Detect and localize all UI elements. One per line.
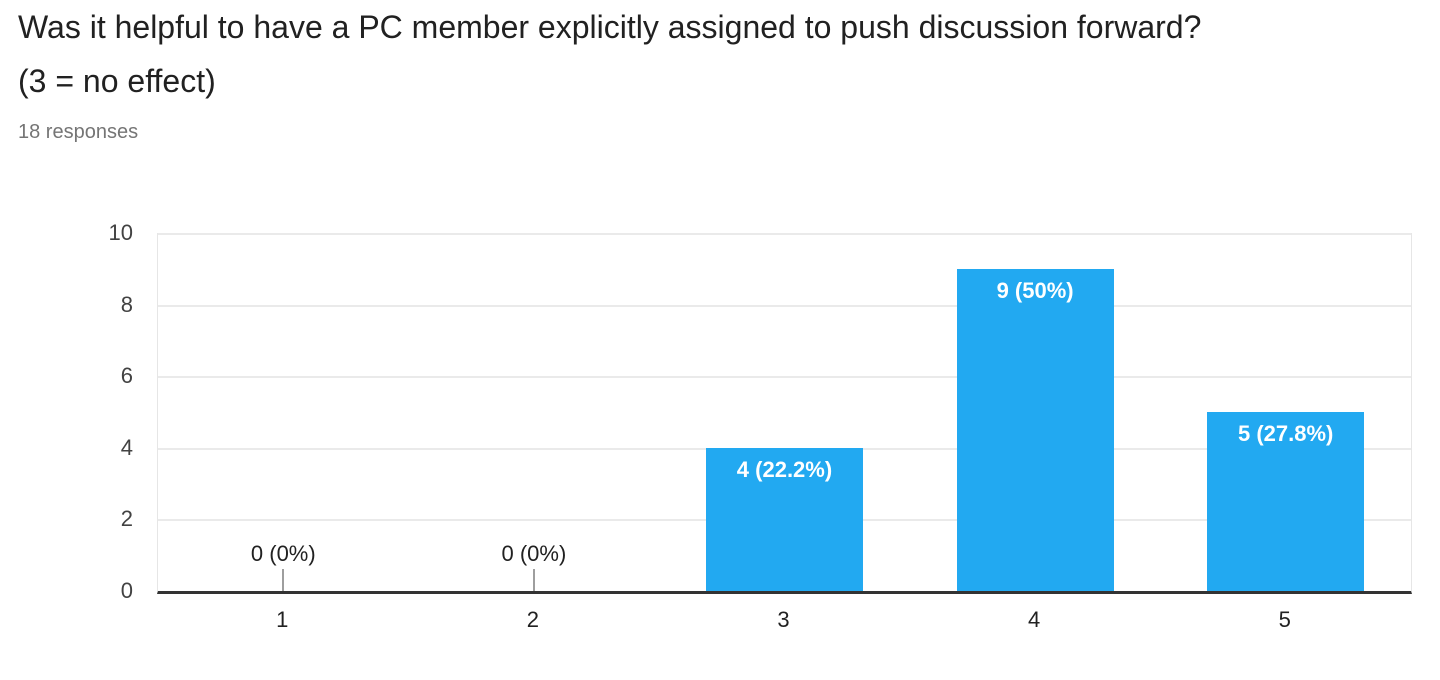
bar[interactable] — [706, 447, 863, 591]
gridline — [158, 376, 1411, 379]
x-tick-label: 2 — [526, 607, 540, 632]
response-count: 18 responses — [18, 121, 139, 143]
y-tick-label: 4 — [120, 434, 133, 460]
x-tick-label: 5 — [1278, 607, 1291, 632]
x-tick-label: 3 — [777, 607, 790, 632]
plot-area: 0 (0%) 0 (0%) 4 (22.2%) 9 (50%) 5 (27.8%) — [157, 233, 1412, 594]
bar[interactable] — [1207, 412, 1365, 591]
question-title: Was it helpful to have a PC member expli… — [18, 9, 1202, 99]
bar-value-label: 4 (22.2%) — [736, 456, 833, 482]
y-tick-label: 2 — [120, 506, 133, 532]
zero-value-label: 0 (0%) — [501, 541, 567, 566]
gridline — [158, 304, 1411, 307]
x-tick-label: 4 — [1027, 607, 1041, 632]
y-tick-label: 6 — [120, 363, 133, 389]
x-tick-label: 1 — [276, 607, 289, 632]
zero-value-label: 0 (0%) — [250, 541, 316, 566]
zero-tick-stub — [532, 569, 535, 591]
zero-tick-stub — [282, 569, 285, 591]
bar-value-label: 5 (27.8%) — [1237, 421, 1334, 446]
gridline — [158, 233, 1411, 235]
bar[interactable] — [956, 268, 1114, 591]
bar-value-label: 9 (50%) — [996, 277, 1074, 303]
y-tick-label: 8 — [120, 291, 133, 317]
y-tick-label: 0 — [120, 578, 133, 603]
y-tick-label: 10 — [108, 220, 133, 245]
